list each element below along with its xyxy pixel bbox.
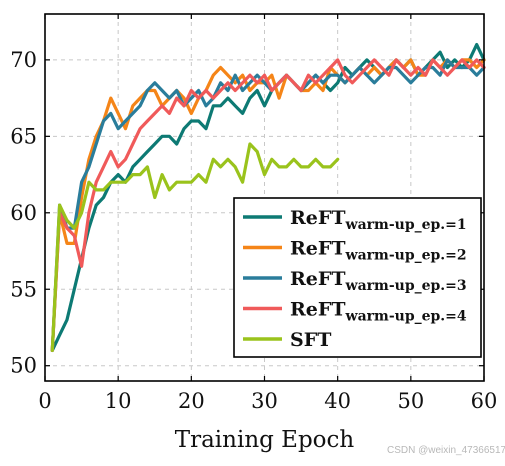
y-tick-label: 50	[10, 354, 37, 378]
y-tick-label: 55	[10, 277, 37, 301]
legend-series-subscript: warm-up_ep.=1	[345, 217, 467, 233]
y-tick-label: 65	[10, 124, 37, 148]
legend: ReFTwarm-up_ep.=1ReFTwarm-up_ep.=2ReFTwa…	[233, 197, 482, 358]
legend-label-1: ReFTwarm-up_ep.=1	[290, 207, 467, 233]
legend-series-subscript: warm-up_ep.=4	[345, 309, 467, 325]
x-tick-label: 30	[251, 389, 278, 413]
legend-label-4: ReFTwarm-up_ep.=4	[290, 299, 467, 325]
series-line-2	[50, 58, 486, 352]
watermark-text: CSDN @weixin_47366517	[387, 445, 505, 456]
y-tick-label: 70	[10, 48, 37, 72]
legend-series-name: ReFT	[290, 268, 346, 290]
legend-label-5: SFT	[290, 329, 331, 351]
legend-label-2: ReFTwarm-up_ep.=2	[290, 238, 467, 264]
legend-series-subscript: warm-up_ep.=3	[345, 278, 467, 294]
legend-series-subscript: warm-up_ep.=2	[345, 248, 467, 264]
axis-ticks: 0 10 20 30 40 50 60 50 55 60 65 70	[10, 14, 497, 413]
series-line-3	[50, 58, 486, 352]
y-tick-label: 60	[10, 201, 37, 225]
legend-label-3: ReFTwarm-up_ep.=3	[290, 268, 467, 294]
legend-series-name: ReFT	[290, 238, 346, 260]
series-line-5	[50, 142, 340, 352]
x-tick-label: 10	[105, 389, 132, 413]
x-tick-label: 40	[324, 389, 351, 413]
series-line-4	[50, 58, 486, 352]
x-tick-label: 20	[178, 389, 205, 413]
legend-series-name: ReFT	[290, 299, 346, 321]
legend-series-name: SFT	[290, 329, 331, 351]
legend-series-name: ReFT	[290, 207, 346, 229]
x-axis-title: Training Epoch	[175, 427, 355, 453]
x-tick-label: 50	[397, 389, 424, 413]
series-lines	[50, 42, 486, 352]
x-tick-label: 60	[471, 389, 498, 413]
x-tick-label: 0	[38, 389, 51, 413]
